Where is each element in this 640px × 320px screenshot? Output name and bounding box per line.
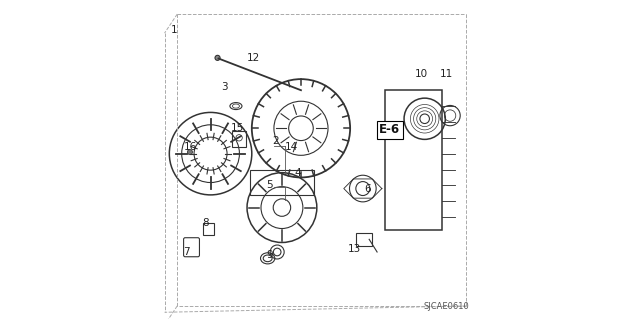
Bar — [232, 132, 246, 147]
Text: E-6: E-6 — [380, 124, 401, 136]
Text: 14: 14 — [285, 142, 298, 152]
Text: 3: 3 — [221, 82, 228, 92]
Bar — [250, 170, 314, 195]
Circle shape — [215, 55, 220, 60]
Text: 16: 16 — [183, 142, 196, 152]
Text: 1: 1 — [171, 25, 177, 35]
Text: 10: 10 — [415, 69, 428, 79]
Text: 15: 15 — [231, 123, 244, 133]
Text: 7: 7 — [184, 247, 190, 257]
Text: 8: 8 — [202, 219, 209, 228]
Text: 5: 5 — [266, 180, 273, 190]
Text: 11: 11 — [440, 69, 454, 79]
Bar — [356, 233, 372, 246]
Text: 4: 4 — [294, 168, 301, 178]
Text: 2: 2 — [272, 136, 279, 146]
Text: 12: 12 — [247, 53, 260, 63]
Text: 6: 6 — [364, 184, 371, 194]
Circle shape — [188, 149, 193, 155]
Text: SJCAE0610: SJCAE0610 — [423, 302, 469, 311]
Text: 13: 13 — [348, 244, 362, 254]
Bar — [385, 90, 442, 230]
Text: 9: 9 — [266, 250, 273, 260]
